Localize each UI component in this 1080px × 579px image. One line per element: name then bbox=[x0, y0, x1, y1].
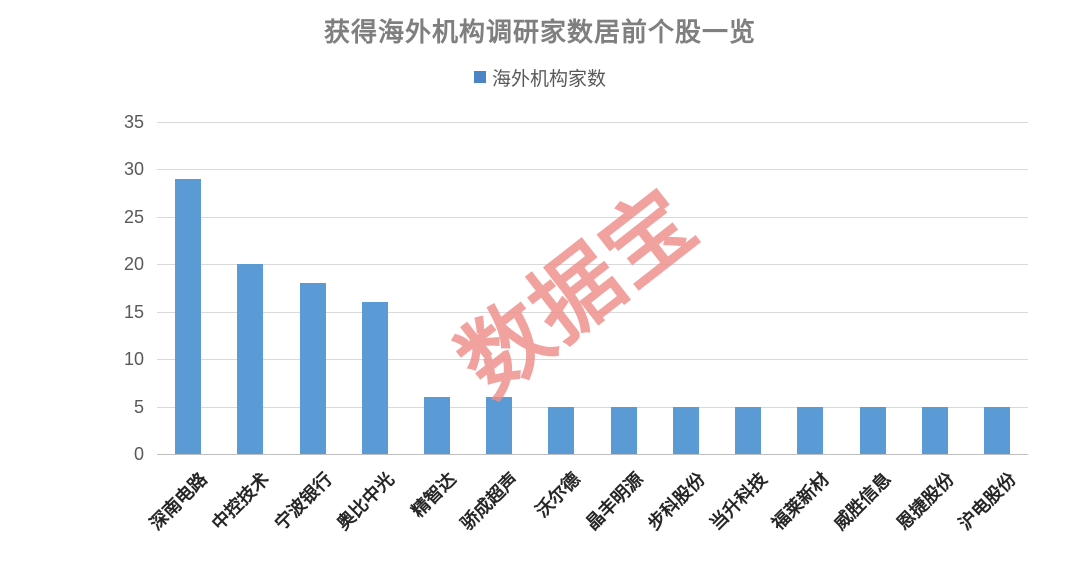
x-category-label: 深南电路 bbox=[146, 468, 212, 534]
bar-slot bbox=[530, 122, 592, 454]
bar-slot bbox=[219, 122, 281, 454]
bar-精智达 bbox=[423, 397, 450, 454]
bar-slot bbox=[157, 122, 219, 454]
y-tick-label: 15 bbox=[123, 301, 144, 322]
x-category-label: 骄成超声 bbox=[457, 468, 523, 534]
bar-slot bbox=[904, 122, 966, 454]
legend: 海外机构家数 bbox=[0, 66, 1080, 90]
bar-slot bbox=[717, 122, 779, 454]
x-category-label: 中控技术 bbox=[208, 468, 274, 534]
gridline bbox=[157, 264, 1028, 266]
bar-威胜信息 bbox=[859, 406, 886, 454]
bar-slot bbox=[344, 122, 406, 454]
bar-步科股份 bbox=[672, 406, 699, 454]
x-category-label: 当升科技 bbox=[705, 468, 772, 534]
bar-当升科技 bbox=[735, 406, 762, 454]
bar-slot bbox=[281, 122, 343, 454]
x-category-label: 宁波银行 bbox=[270, 468, 336, 534]
bar-slot bbox=[468, 122, 530, 454]
x-category-label: 精智达 bbox=[407, 468, 460, 522]
x-category-label: 福莱新材 bbox=[768, 468, 834, 534]
bar-奥比中光 bbox=[361, 302, 388, 454]
bar-沪电股份 bbox=[983, 406, 1010, 454]
x-category-label: 晶丰明源 bbox=[581, 468, 647, 534]
x-category-label: 沪电股份 bbox=[954, 468, 1020, 534]
legend-series-marker-icon bbox=[473, 71, 486, 83]
bars-layer bbox=[157, 122, 1028, 454]
y-tick-label: 10 bbox=[123, 349, 144, 370]
bar-福莱新材 bbox=[797, 406, 824, 454]
x-category-label: 步科股份 bbox=[643, 468, 709, 534]
y-tick-label: 25 bbox=[123, 206, 144, 227]
bar-slot bbox=[841, 122, 903, 454]
bar-slot bbox=[655, 122, 717, 454]
bar-骄成超声 bbox=[486, 397, 513, 454]
y-tick-label: 0 bbox=[133, 444, 144, 464]
gridline bbox=[157, 122, 1028, 123]
gridline bbox=[157, 406, 1028, 408]
bar-slot bbox=[966, 122, 1028, 454]
legend-series-label: 海外机构家数 bbox=[491, 68, 606, 90]
bar-宁波银行 bbox=[299, 283, 326, 454]
x-category-label: 沃尔德 bbox=[532, 468, 585, 522]
bar-恩捷股份 bbox=[921, 406, 948, 454]
chart-title: 获得海外机构调研家数居前个股一览 bbox=[323, 17, 756, 47]
bar-中控技术 bbox=[237, 264, 264, 454]
gridline bbox=[157, 169, 1028, 171]
y-tick-label: 5 bbox=[133, 396, 144, 417]
bar-深南电路 bbox=[175, 178, 202, 454]
plot-area bbox=[157, 122, 1028, 455]
bar-slot bbox=[779, 122, 841, 454]
x-category-label: 威胜信息 bbox=[830, 468, 896, 534]
bar-slot bbox=[406, 122, 468, 454]
gridline bbox=[157, 359, 1028, 361]
y-tick-label: 35 bbox=[123, 112, 144, 132]
y-tick-label: 20 bbox=[123, 254, 144, 275]
bar-slot bbox=[593, 122, 655, 454]
bar-晶丰明源 bbox=[610, 406, 637, 454]
bar-沃尔德 bbox=[548, 406, 575, 454]
gridline bbox=[157, 311, 1028, 313]
x-category-label: 恩捷股份 bbox=[892, 468, 958, 534]
gridline bbox=[157, 216, 1028, 218]
x-category-label: 奥比中光 bbox=[332, 468, 398, 534]
x-axis-line bbox=[157, 454, 1028, 455]
y-tick-label: 30 bbox=[123, 159, 144, 180]
